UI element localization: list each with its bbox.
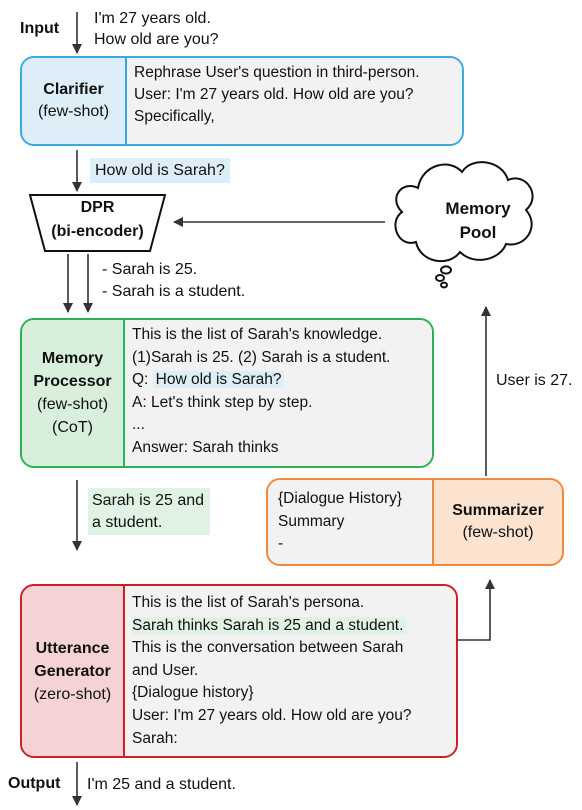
memory-processor-line: Q: How old is Sarah? <box>132 369 426 392</box>
input-line: How old are you? <box>94 31 219 48</box>
clarifier-prompt-line: User: I'm 27 years old. How old are you? <box>134 86 414 103</box>
summarizer-box: {Dialogue History} Summary - Summarizer … <box>266 478 564 566</box>
clarifier-box: Clarifier (few-shot) Rephrase User's que… <box>20 56 464 146</box>
memory-processor-line: ... <box>132 416 145 434</box>
memory-processor-line: Answer: Sarah thinks <box>132 438 279 456</box>
memory-processor-output: Sarah is 25 and a student. <box>88 488 211 535</box>
utterance-generator-line: Sarah: <box>132 729 178 747</box>
memory-processor-mode: (CoT) <box>52 419 93 436</box>
utterance-generator-line: Sarah thinks Sarah is 25 and a student. <box>132 615 450 638</box>
utterance-generator-line: This is the list of Sarah's persona. <box>132 594 365 611</box>
memory-processor-line: A: Let's think step by step. <box>132 393 313 411</box>
summarizer-line: Summary <box>278 512 345 530</box>
memory-processor-title: Processor <box>33 373 112 390</box>
clarifier-label: Clarifier (few-shot) <box>22 58 127 144</box>
output-text: I'm 25 and a student. <box>87 776 236 793</box>
input-line: I'm 27 years old. <box>94 10 211 27</box>
memory-processor-q-prefix: Q: <box>132 371 153 389</box>
clarifier-prompt-line: Specifically, <box>134 108 215 125</box>
utterance-generator-title: Utterance <box>35 639 110 657</box>
clarifier-prompt-line: Rephrase User's question in third-person… <box>134 64 420 81</box>
summarizer-label: Summarizer (few-shot) <box>432 480 562 564</box>
dpr-shape <box>28 194 167 252</box>
memory-pool-line: Pool <box>459 223 497 242</box>
arrow-generator-to-summarizer <box>457 579 495 641</box>
utterance-generator-line: {Dialogue history} <box>132 684 254 702</box>
dpr-label: DPR (bi-encoder) <box>30 196 165 244</box>
memory-pool-line: Memory <box>445 199 511 218</box>
utterance-generator-prompt: This is the list of Sarah's persona. Sar… <box>125 586 456 756</box>
utterance-generator-persona: Sarah thinks Sarah is 25 and a student. <box>132 616 407 634</box>
utterance-generator-box: Utterance Generator (zero-shot) This is … <box>20 584 458 758</box>
clarifier-title: Clarifier <box>43 81 104 98</box>
output-label: Output <box>8 775 61 792</box>
utterance-generator-title: Generator <box>34 662 111 680</box>
dpr-result: - Sarah is a student. <box>102 283 246 300</box>
input-text: I'm 27 years old. How old are you? <box>94 8 219 50</box>
summarizer-output: User is 27. <box>496 372 573 389</box>
summarizer-line: - <box>278 535 284 552</box>
utterance-generator-label: Utterance Generator (zero-shot) <box>22 586 125 756</box>
input-label: Input <box>20 20 60 37</box>
utterance-generator-mode: (zero-shot) <box>33 685 112 703</box>
memory-pool-cloud-icon <box>394 161 534 289</box>
summarizer-line: {Dialogue History} <box>278 490 403 507</box>
clarifier-mode: (few-shot) <box>37 103 110 120</box>
memory-processor-mode: (few-shot) <box>36 396 109 413</box>
memory-processor-line: This is the list of Sarah's knowledge. <box>132 326 383 343</box>
memory-processor-output-line: Sarah is 25 and <box>92 492 205 509</box>
utterance-generator-line: User: I'm 27 years old. How old are you? <box>132 706 412 724</box>
dpr-title: DPR <box>80 199 115 216</box>
dpr-subtitle: (bi-encoder) <box>51 223 144 240</box>
memory-processor-line: (1)Sarah is 25. (2) Sarah is a student. <box>132 348 391 366</box>
dpr-results: - Sarah is 25. - Sarah is a student. <box>102 259 245 302</box>
summarizer-mode: (few-shot) <box>462 524 534 541</box>
memory-processor-prompt: This is the list of Sarah's knowledge. (… <box>125 320 432 466</box>
memory-processor-label: Memory Processor (few-shot) (CoT) <box>22 320 125 466</box>
clarifier-prompt: Rephrase User's question in third-person… <box>127 58 462 144</box>
summarizer-prompt: {Dialogue History} Summary - <box>268 480 432 564</box>
utterance-generator-line: This is the conversation between Sarah <box>132 639 404 657</box>
clarifier-output: How old is Sarah? <box>90 158 230 183</box>
summarizer-title: Summarizer <box>452 502 544 519</box>
dpr-result: - Sarah is 25. <box>102 261 198 278</box>
memory-processor-box: Memory Processor (few-shot) (CoT) This i… <box>20 318 434 468</box>
utterance-generator-line: and User. <box>132 661 199 679</box>
memory-processor-output-line: a student. <box>92 514 163 531</box>
memory-processor-question: How old is Sarah? <box>152 371 285 389</box>
memory-processor-title: Memory <box>41 350 104 367</box>
memory-pool-label: Memory Pool <box>420 197 536 245</box>
